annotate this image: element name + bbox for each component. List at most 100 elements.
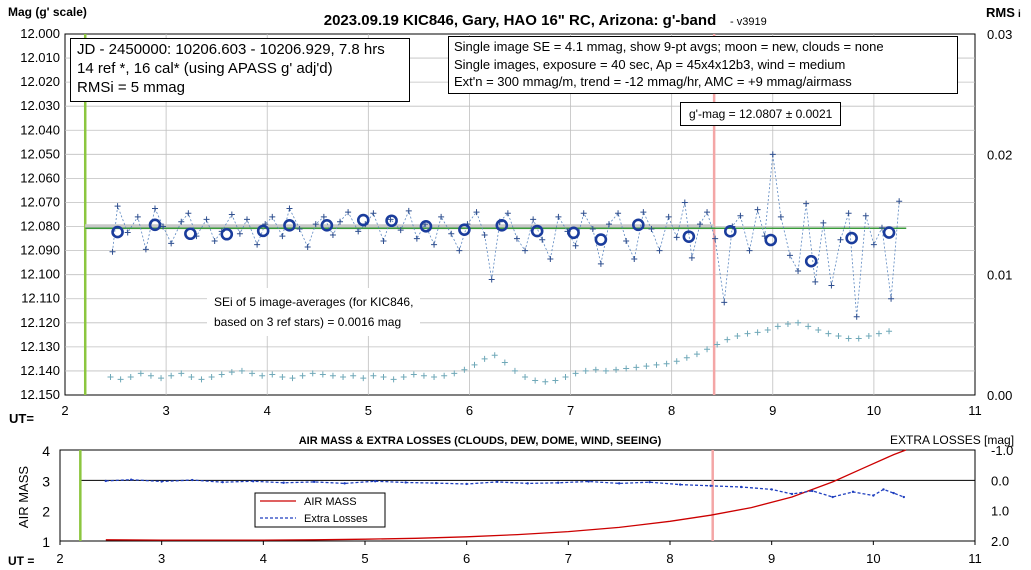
- single-image-point: [211, 237, 218, 244]
- single-image-point: [387, 216, 394, 223]
- single-image-point: [828, 282, 835, 289]
- bottom-x-tick-label: 8: [666, 551, 673, 566]
- single-image-point: [405, 207, 412, 214]
- rmsi-point: [380, 373, 387, 380]
- rmsi-point: [815, 327, 822, 334]
- avg-point: [184, 227, 197, 241]
- rmsi-point: [613, 366, 620, 373]
- single-image-point: [286, 205, 293, 212]
- rmsi-point: [673, 358, 680, 365]
- x-tick-label: 6: [466, 403, 473, 418]
- info-box-1-line-3: RMSi = 5 mmag: [77, 79, 185, 96]
- y-tick-label: 12.000: [20, 26, 60, 41]
- single-image-point: [134, 213, 141, 220]
- single-image-point: [530, 216, 537, 223]
- single-image-point: [623, 237, 630, 244]
- rmsi-point: [269, 371, 276, 378]
- legend-box: [254, 492, 386, 528]
- rmsi-point: [481, 355, 488, 362]
- rmsi-point: [238, 367, 245, 374]
- rmsi-point: [289, 375, 296, 382]
- rmsi-point: [875, 330, 882, 337]
- rmsi-point: [319, 371, 326, 378]
- rmsi-point: [805, 323, 812, 330]
- single-image-point: [888, 295, 895, 302]
- bottom-y2-tick-label: 0.0: [991, 473, 1009, 488]
- single-image-point: [513, 235, 520, 242]
- single-image-point: [539, 236, 546, 243]
- extra-losses-point: [129, 478, 133, 481]
- extra-losses-point: [495, 480, 499, 484]
- x-tick-label: 7: [567, 403, 574, 418]
- single-image-point: [777, 213, 784, 220]
- y-tick-label: 12.010: [20, 50, 60, 65]
- y-tick-label: 12.110: [21, 291, 60, 306]
- rmsi-point: [602, 367, 609, 374]
- extra-losses-point: [190, 478, 194, 482]
- info-box-1-line-2: 14 ref *, 16 cal* (using APASS g' adj'd): [77, 60, 333, 77]
- rmsi-point: [370, 372, 377, 379]
- rmsi-point: [329, 372, 336, 379]
- single-image-point: [665, 213, 672, 220]
- y-tick-label: 12.040: [20, 122, 60, 137]
- rmsi-point: [764, 327, 771, 334]
- single-image-point: [504, 210, 511, 217]
- single-image-point: [754, 206, 761, 213]
- extra-losses-point: [526, 482, 529, 485]
- rmsi-point: [107, 373, 114, 380]
- avg-point: [631, 218, 645, 232]
- single-image-point: [878, 224, 885, 231]
- avg-point: [594, 233, 608, 246]
- single-image-point: [721, 299, 728, 306]
- single-image-point: [615, 210, 622, 217]
- single-image-point: [109, 248, 116, 255]
- single-image-point: [704, 209, 711, 216]
- rmsi-point: [562, 373, 569, 380]
- x-axis-label: UT=: [9, 411, 34, 426]
- rmsi-point: [137, 370, 144, 377]
- bottom-marks: [79, 449, 975, 541]
- y-tick-label: 12.050: [20, 146, 60, 161]
- y-tick-label: 12.140: [20, 363, 60, 378]
- extra-losses-point: [434, 481, 438, 485]
- y2-tick-label: 0.03: [987, 27, 1012, 42]
- x-tick-label: 2: [61, 403, 68, 418]
- x-tick-label: 9: [769, 403, 776, 418]
- y2-axis-label-suffix: i: [1018, 9, 1021, 20]
- rmsi-point: [623, 365, 630, 372]
- rmsi-point: [410, 371, 417, 378]
- rmsi-point: [724, 336, 731, 343]
- extra-losses-point: [678, 483, 682, 486]
- bottom-x-tick-label: 9: [768, 551, 775, 566]
- avg-point: [530, 224, 544, 238]
- rmsi-point: [532, 377, 539, 384]
- single-image-point: [631, 256, 638, 263]
- rmsi-point: [491, 352, 498, 359]
- single-image-point: [605, 221, 612, 228]
- single-image-point: [853, 313, 860, 320]
- rmsi-point: [825, 330, 832, 337]
- rmsi-point: [117, 376, 124, 383]
- bottom-x-tick-label: 6: [463, 551, 470, 566]
- rmsi-point: [340, 373, 347, 380]
- single-image-point: [812, 278, 819, 285]
- single-image-point: [681, 199, 688, 206]
- extra-losses-point: [902, 495, 906, 499]
- rmsi-point: [511, 367, 518, 374]
- avg-point: [356, 213, 370, 227]
- rmsi-point: [582, 367, 589, 374]
- rmsi-point: [663, 360, 670, 367]
- single-image-point: [456, 247, 463, 254]
- extra-losses-point: [892, 491, 895, 495]
- single-image-point: [269, 213, 276, 220]
- single-image-point: [547, 256, 554, 263]
- single-image-point: [329, 231, 336, 238]
- single-image-point: [572, 242, 579, 249]
- y2-axis-label: RMS: [986, 5, 1015, 20]
- rmsi-point: [542, 378, 549, 385]
- avg-point: [724, 225, 737, 238]
- single-image-point: [124, 229, 131, 236]
- single-image-point: [312, 221, 319, 228]
- avg-point: [804, 254, 818, 268]
- single-image-point: [355, 228, 362, 235]
